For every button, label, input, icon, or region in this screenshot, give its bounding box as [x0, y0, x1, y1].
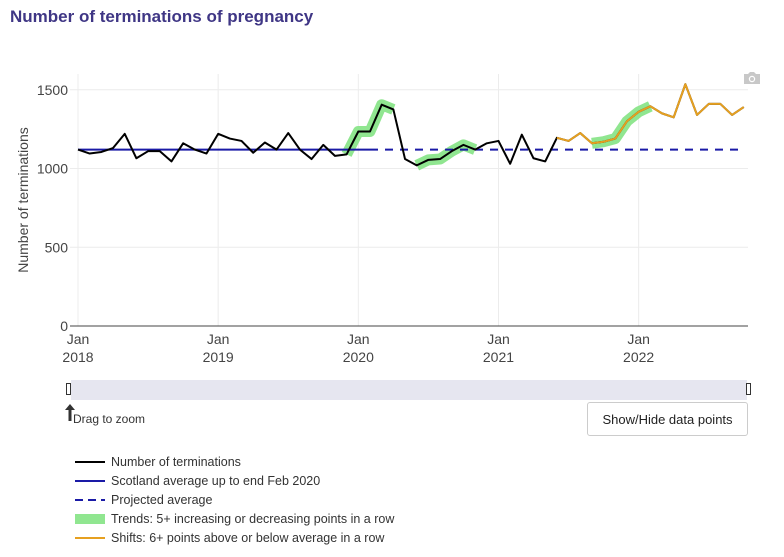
x-tick-label-year: 2022	[623, 349, 654, 365]
legend-label: Shifts: 6+ points above or below average…	[111, 531, 385, 545]
y-tick-label: 500	[45, 239, 69, 255]
legend-item-average[interactable]: Scotland average up to end Feb 2020	[75, 472, 320, 490]
legend-label: Number of terminations	[111, 455, 241, 469]
shift-line	[556, 83, 745, 145]
x-tick-label-month: Jan	[67, 331, 90, 347]
zoom-handle-right[interactable]	[746, 383, 751, 395]
legend-item-projected[interactable]: Projected average	[75, 491, 212, 509]
x-tick-label-year: 2019	[203, 349, 234, 365]
x-tick-label-month: Jan	[627, 331, 650, 347]
legend-label: Scotland average up to end Feb 2020	[111, 474, 321, 488]
arrow-up-icon	[65, 404, 75, 421]
legend-label: Trends: 5+ increasing or decreasing poin…	[111, 512, 395, 526]
terminations-line	[77, 83, 745, 167]
grid	[70, 74, 748, 326]
drag-to-zoom-hint: Drag to zoom	[73, 412, 146, 426]
legend-swatch-solid-orange	[75, 532, 105, 544]
zoom-range-slider[interactable]	[71, 380, 747, 400]
page-title: Number of terminations of pregnancy	[10, 7, 314, 26]
y-tick-label: 0	[60, 318, 68, 334]
y-tick-label: 1000	[37, 161, 68, 177]
y-tick-label: 1500	[37, 82, 68, 98]
legend-swatch-solid-blue	[75, 475, 105, 487]
data-lines	[77, 83, 745, 167]
legend-swatch-dashed-blue	[75, 494, 105, 506]
show-hide-data-points-button[interactable]: Show/Hide data points	[587, 402, 748, 436]
legend-label: Projected average	[111, 493, 213, 507]
legend-item-terminations[interactable]: Number of terminations	[75, 453, 241, 471]
x-tick-label-month: Jan	[487, 331, 510, 347]
legend-swatch-green-band	[75, 513, 105, 525]
axes: 0 500 1000 1500 Jan 2018 Jan 2019 Jan 2020 Jan 2021…	[37, 82, 748, 365]
camera-icon[interactable]	[742, 70, 762, 86]
zoom-handle-left[interactable]	[66, 383, 71, 395]
legend-swatch-solid-black	[75, 456, 105, 468]
legend-item-shifts[interactable]: Shifts: 6+ points above or below average…	[75, 529, 384, 547]
x-tick-label-month: Jan	[347, 331, 370, 347]
x-tick-label-year: 2021	[483, 349, 514, 365]
legend-item-trends[interactable]: Trends: 5+ increasing or decreasing poin…	[75, 510, 394, 528]
x-tick-label-year: 2020	[343, 349, 374, 365]
y-axis-label: Number of terminations	[15, 127, 31, 273]
trend-band	[591, 101, 653, 149]
x-tick-label-month: Jan	[207, 331, 230, 347]
x-tick-label-year: 2018	[62, 349, 93, 365]
